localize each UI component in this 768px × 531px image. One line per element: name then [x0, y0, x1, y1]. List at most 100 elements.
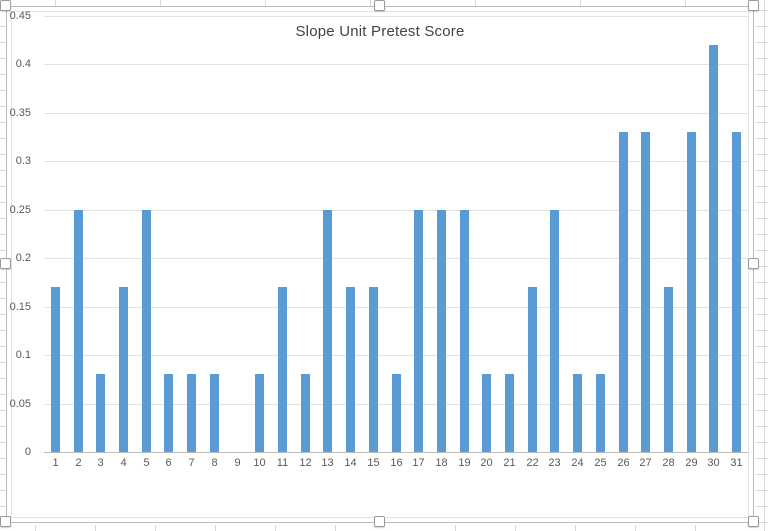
- sheet-gridline: [756, 442, 768, 443]
- selection-handle-middle-left[interactable]: [0, 258, 11, 269]
- sheet-gridline: [756, 122, 768, 123]
- sheet-gridline: [0, 154, 6, 155]
- sheet-gridline: [756, 74, 768, 75]
- major-gridline: [44, 210, 748, 211]
- bar-category-22[interactable]: [528, 287, 537, 452]
- x-tick-label: 1: [52, 457, 59, 469]
- sheet-gridline: [0, 90, 6, 91]
- bar-category-29[interactable]: [687, 132, 696, 452]
- bar-category-27[interactable]: [641, 132, 650, 452]
- selection-handle-bottom-middle[interactable]: [374, 516, 385, 527]
- bar-category-23[interactable]: [550, 210, 559, 452]
- bar-category-13[interactable]: [323, 210, 332, 452]
- selection-handle-middle-right[interactable]: [748, 258, 759, 269]
- bar-category-10[interactable]: [255, 374, 264, 452]
- sheet-gridline: [756, 410, 768, 411]
- major-gridline: [44, 16, 748, 17]
- x-tick-label: 15: [367, 457, 380, 469]
- sheet-gridline: [756, 522, 768, 523]
- sheet-gridline: [756, 218, 768, 219]
- sheet-gridline: [0, 218, 6, 219]
- bar-category-30[interactable]: [709, 45, 718, 452]
- sheet-gridline: [0, 378, 6, 379]
- sheet-gridline: [756, 426, 768, 427]
- y-tick-label: 0.4: [15, 58, 31, 70]
- sheet-gridline: [155, 525, 156, 531]
- bar-category-26[interactable]: [619, 132, 628, 452]
- sheet-gridline: [0, 442, 6, 443]
- x-tick-label: 21: [503, 457, 516, 469]
- bar-category-18[interactable]: [437, 210, 446, 452]
- sheet-gridline: [0, 250, 6, 251]
- sheet-gridline: [756, 10, 768, 11]
- sheet-gridline: [0, 330, 6, 331]
- sheet-gridline: [756, 170, 768, 171]
- bar-category-31[interactable]: [732, 132, 741, 452]
- x-tick-label: 18: [435, 457, 448, 469]
- sheet-gridline: [0, 138, 6, 139]
- bar-category-3[interactable]: [96, 374, 105, 452]
- bar-category-8[interactable]: [210, 374, 219, 452]
- y-tick-label: 0.25: [9, 204, 31, 216]
- x-tick-label: 22: [526, 457, 539, 469]
- sheet-gridline: [0, 170, 6, 171]
- chart-title[interactable]: Slope Unit Pretest Score: [295, 23, 465, 40]
- bar-category-14[interactable]: [346, 287, 355, 452]
- x-tick-label: 9: [234, 457, 241, 469]
- bar-category-24[interactable]: [573, 374, 582, 452]
- bar-category-16[interactable]: [392, 374, 401, 452]
- bar-category-6[interactable]: [164, 374, 173, 452]
- selection-handle-top-middle[interactable]: [374, 0, 385, 11]
- sheet-gridline: [756, 330, 768, 331]
- bar-category-4[interactable]: [119, 287, 128, 452]
- bar-category-11[interactable]: [278, 287, 287, 452]
- x-tick-label: 2: [75, 457, 82, 469]
- x-tick-label: 25: [594, 457, 607, 469]
- sheet-gridline: [756, 314, 768, 315]
- x-tick-label: 4: [120, 457, 127, 469]
- sheet-gridline: [0, 282, 6, 283]
- selection-handle-top-right[interactable]: [748, 0, 759, 11]
- sheet-gridline: [756, 138, 768, 139]
- bar-category-28[interactable]: [664, 287, 673, 452]
- sheet-gridline: [695, 525, 696, 531]
- sheet-gridline: [580, 0, 581, 6]
- sheet-gridline: [455, 525, 456, 531]
- major-gridline: [44, 161, 748, 162]
- selection-handle-top-left[interactable]: [0, 0, 11, 11]
- x-tick-label: 10: [253, 457, 266, 469]
- y-tick-label: 0.05: [9, 398, 31, 410]
- x-tick-label: 16: [390, 457, 403, 469]
- sheet-gridline: [756, 202, 768, 203]
- selection-handle-bottom-left[interactable]: [0, 516, 11, 527]
- bar-category-20[interactable]: [482, 374, 491, 452]
- sheet-gridline: [756, 266, 768, 267]
- sheet-gridline: [475, 0, 476, 6]
- y-tick-label: 0.2: [15, 252, 31, 264]
- bar-category-7[interactable]: [187, 374, 196, 452]
- sheet-gridline: [756, 362, 768, 363]
- x-tick-label: 23: [548, 457, 561, 469]
- sheet-gridline: [756, 474, 768, 475]
- sheet-gridline: [0, 42, 6, 43]
- sheet-gridline: [265, 0, 266, 6]
- sheet-gridline: [35, 525, 36, 531]
- bar-category-12[interactable]: [301, 374, 310, 452]
- sheet-gridline: [756, 26, 768, 27]
- x-tick-label: 11: [276, 457, 289, 469]
- bar-category-5[interactable]: [142, 210, 151, 452]
- bar-category-19[interactable]: [460, 210, 469, 452]
- bar-category-2[interactable]: [74, 210, 83, 452]
- bar-category-17[interactable]: [414, 210, 423, 452]
- bar-category-1[interactable]: [51, 287, 60, 452]
- chart-object[interactable]: Slope Unit Pretest Score 0 0.05 0.1 0.15 0.2…: [6, 6, 754, 523]
- selection-handle-bottom-right[interactable]: [748, 516, 759, 527]
- bar-category-25[interactable]: [596, 374, 605, 452]
- major-gridline: [44, 64, 748, 65]
- bar-category-21[interactable]: [505, 374, 514, 452]
- sheet-gridline: [0, 234, 6, 235]
- sheet-gridline: [756, 154, 768, 155]
- bar-category-15[interactable]: [369, 287, 378, 452]
- x-tick-label: 13: [321, 457, 334, 469]
